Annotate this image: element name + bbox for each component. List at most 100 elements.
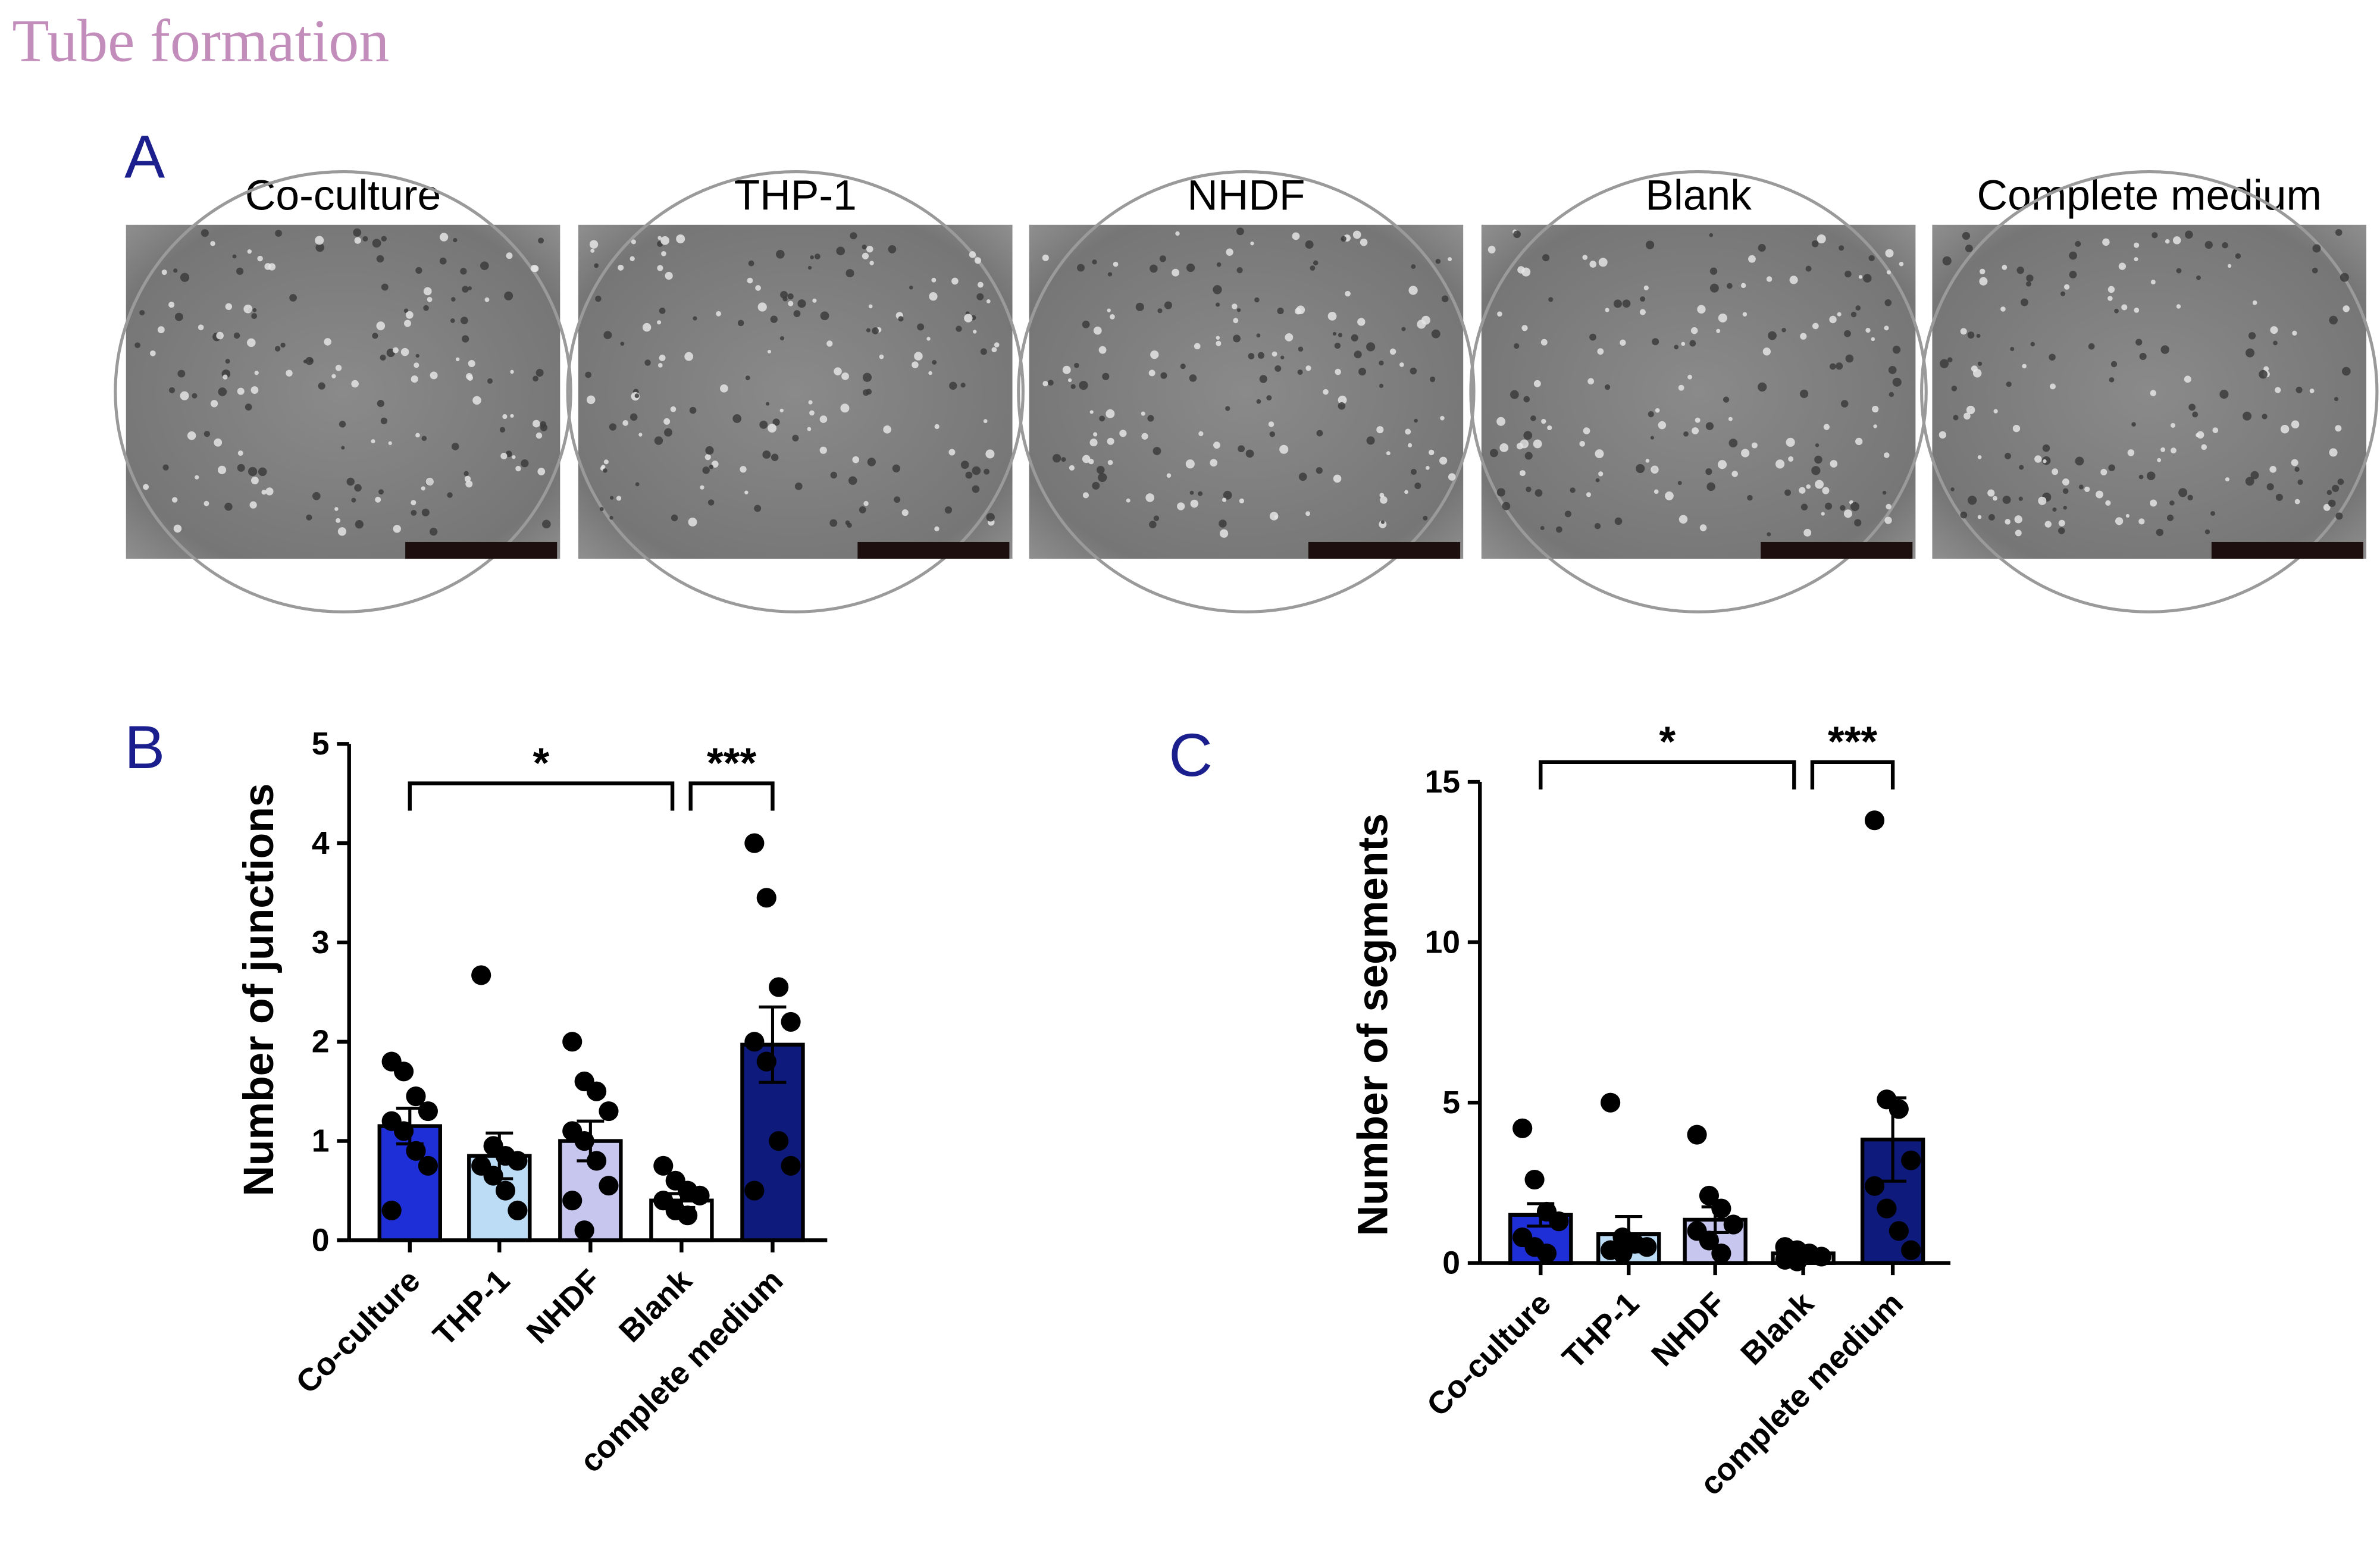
cell	[487, 378, 493, 384]
cell	[1855, 437, 1863, 446]
cell	[1800, 333, 1807, 340]
cell	[1587, 378, 1595, 385]
cell	[2121, 304, 2128, 311]
significance-label: ***	[1828, 718, 1878, 766]
cell	[688, 517, 697, 527]
cell	[195, 475, 199, 480]
cell	[2015, 530, 2022, 537]
cell	[1803, 528, 1812, 537]
cell	[2110, 361, 2118, 368]
data-point	[1889, 1221, 1909, 1241]
cell	[1351, 334, 1358, 342]
cell	[1690, 327, 1698, 334]
cell	[427, 297, 433, 302]
cell	[720, 384, 728, 393]
cell	[2309, 389, 2315, 393]
cell	[341, 446, 345, 450]
cell	[1149, 521, 1157, 528]
cell	[2273, 340, 2278, 346]
cell	[644, 359, 651, 366]
cell	[2062, 488, 2069, 494]
cell	[1863, 274, 1872, 283]
cell	[376, 255, 384, 263]
cell	[704, 454, 711, 461]
cell	[2150, 499, 2157, 507]
cell	[1681, 342, 1686, 346]
cell	[168, 387, 176, 393]
cell	[594, 263, 599, 268]
cell	[1758, 243, 1766, 252]
cell	[210, 400, 218, 408]
cell	[909, 286, 913, 290]
cell	[1150, 264, 1158, 273]
cell	[2328, 499, 2336, 508]
cell	[1695, 417, 1701, 423]
cell	[2138, 518, 2145, 525]
cell	[2243, 411, 2252, 421]
cell	[1216, 336, 1220, 340]
cell	[371, 439, 375, 444]
x-tick-label: NHDF	[520, 1263, 607, 1351]
data-point	[1711, 1243, 1731, 1264]
cell	[934, 424, 940, 430]
cell	[1687, 374, 1693, 380]
cell	[1164, 301, 1172, 309]
micrograph-bg	[1029, 224, 1464, 559]
cell	[1747, 494, 1753, 501]
cell	[2131, 422, 2136, 427]
cell	[1172, 268, 1180, 277]
cell	[1225, 406, 1230, 411]
cell	[779, 408, 784, 413]
cell	[1740, 283, 1746, 289]
cell	[972, 466, 981, 475]
cell	[1089, 410, 1094, 414]
cell	[500, 452, 508, 459]
cell	[461, 335, 469, 343]
cell	[1886, 503, 1892, 510]
cell	[1514, 343, 1520, 349]
cell	[1716, 328, 1721, 333]
significance-bracket	[408, 781, 675, 811]
cell	[2156, 528, 2164, 536]
cell	[1238, 445, 1245, 453]
data-point	[574, 1220, 594, 1241]
cell	[460, 317, 468, 324]
cell	[1052, 453, 1061, 463]
cell	[1645, 459, 1650, 463]
cell	[2063, 506, 2067, 510]
cell	[1728, 416, 1733, 421]
cell	[451, 443, 459, 450]
cell	[792, 434, 799, 441]
cell	[973, 330, 977, 334]
cell	[2266, 483, 2274, 491]
cell	[1977, 361, 1983, 366]
cell	[1674, 345, 1679, 350]
cell	[251, 477, 259, 484]
data-point	[586, 1151, 607, 1171]
cell	[237, 450, 243, 456]
scale-bar	[1761, 541, 1913, 559]
cell	[1061, 457, 1066, 462]
cell	[1219, 519, 1227, 528]
cell	[2075, 240, 2081, 247]
cell	[1540, 339, 1548, 346]
cell	[862, 245, 867, 250]
data-point	[1864, 810, 1885, 831]
significance-label: *	[533, 739, 550, 787]
data-point	[393, 1061, 414, 1082]
data-point	[1549, 1211, 1569, 1232]
cell	[1885, 249, 1894, 258]
cell	[375, 496, 381, 503]
data-point	[1723, 1214, 1743, 1235]
cell	[1126, 498, 1130, 503]
cell	[1099, 415, 1105, 422]
cell	[1766, 276, 1773, 282]
cell	[2030, 342, 2035, 347]
cell	[1815, 480, 1824, 489]
cell	[2294, 466, 2300, 472]
cell	[747, 277, 753, 284]
cell	[2152, 232, 2158, 239]
cell	[1429, 376, 1436, 383]
y-axis-label: Number of junctions	[235, 783, 283, 1196]
cell	[1285, 333, 1294, 342]
